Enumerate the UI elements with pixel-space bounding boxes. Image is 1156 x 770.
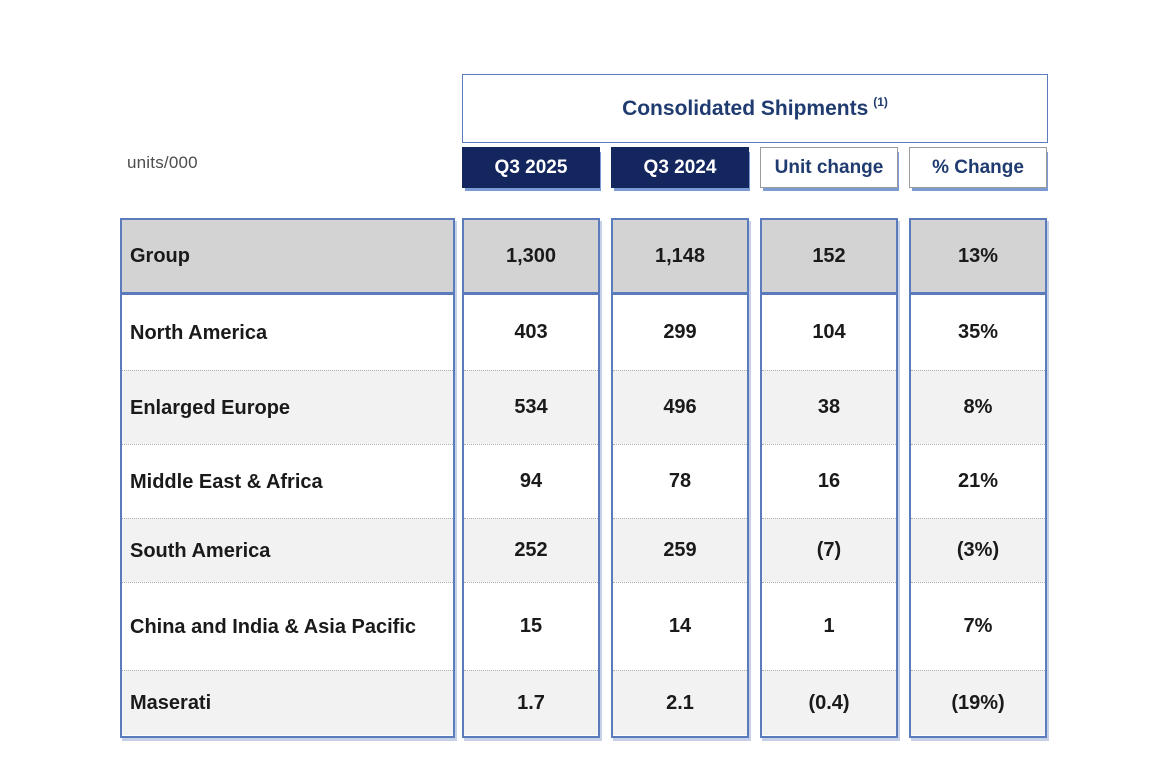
region-cell: China and India & Asia Pacific: [122, 582, 453, 670]
pct-change-cell: (19%): [911, 670, 1045, 735]
table-title-text: Consolidated Shipments: [622, 96, 869, 120]
region-cell: Middle East & Africa: [122, 444, 453, 518]
region-cell: Group: [122, 220, 453, 295]
q3-2025-cell: 94: [464, 444, 598, 518]
unit-change-cell: (7): [762, 518, 896, 582]
unit-change-cell: 16: [762, 444, 896, 518]
q3-2024-cell: 259: [613, 518, 747, 582]
q3-2024-cell: 14: [613, 582, 747, 670]
region-cell: Maserati: [122, 670, 453, 735]
q3-2025-cell: 403: [464, 295, 598, 370]
unit-change-cell: 38: [762, 370, 896, 444]
pct-change-cell: 8%: [911, 370, 1045, 444]
region-cell: North America: [122, 295, 453, 370]
region-label-column: Group North America Enlarged Europe Middle …: [120, 218, 455, 738]
q3-2024-cell: 78: [613, 444, 747, 518]
q3-2024-column: 1,148 299 496 78 259 14 2.1: [611, 218, 749, 738]
column-header-pct-change: % Change: [909, 147, 1047, 188]
unit-change-cell: (0.4): [762, 670, 896, 735]
q3-2025-cell: 252: [464, 518, 598, 582]
pct-change-cell: (3%): [911, 518, 1045, 582]
q3-2025-cell: 1.7: [464, 670, 598, 735]
q3-2024-cell: 1,148: [613, 220, 747, 295]
unit-change-cell: 1: [762, 582, 896, 670]
pct-change-cell: 7%: [911, 582, 1045, 670]
region-cell: South America: [122, 518, 453, 582]
pct-change-cell: 21%: [911, 444, 1045, 518]
column-header-unit-change: Unit change: [760, 147, 898, 188]
table-title: Consolidated Shipments (1): [462, 74, 1048, 143]
q3-2025-cell: 534: [464, 370, 598, 444]
q3-2025-column: 1,300 403 534 94 252 15 1.7: [462, 218, 600, 738]
units-label: units/000: [127, 153, 198, 172]
region-cell: Enlarged Europe: [122, 370, 453, 444]
pct-change-cell: 35%: [911, 295, 1045, 370]
q3-2024-cell: 496: [613, 370, 747, 444]
q3-2025-cell: 1,300: [464, 220, 598, 295]
unit-change-column: 152 104 38 16 (7) 1 (0.4): [760, 218, 898, 738]
pct-change-cell: 13%: [911, 220, 1045, 295]
column-header-q3-2024: Q3 2024: [611, 147, 749, 188]
q3-2025-cell: 15: [464, 582, 598, 670]
unit-change-cell: 152: [762, 220, 896, 295]
q3-2024-cell: 2.1: [613, 670, 747, 735]
pct-change-column: 13% 35% 8% 21% (3%) 7% (19%): [909, 218, 1047, 738]
unit-change-cell: 104: [762, 295, 896, 370]
q3-2024-cell: 299: [613, 295, 747, 370]
column-header-q3-2025: Q3 2025: [462, 147, 600, 188]
footnote-marker: (1): [873, 94, 888, 109]
